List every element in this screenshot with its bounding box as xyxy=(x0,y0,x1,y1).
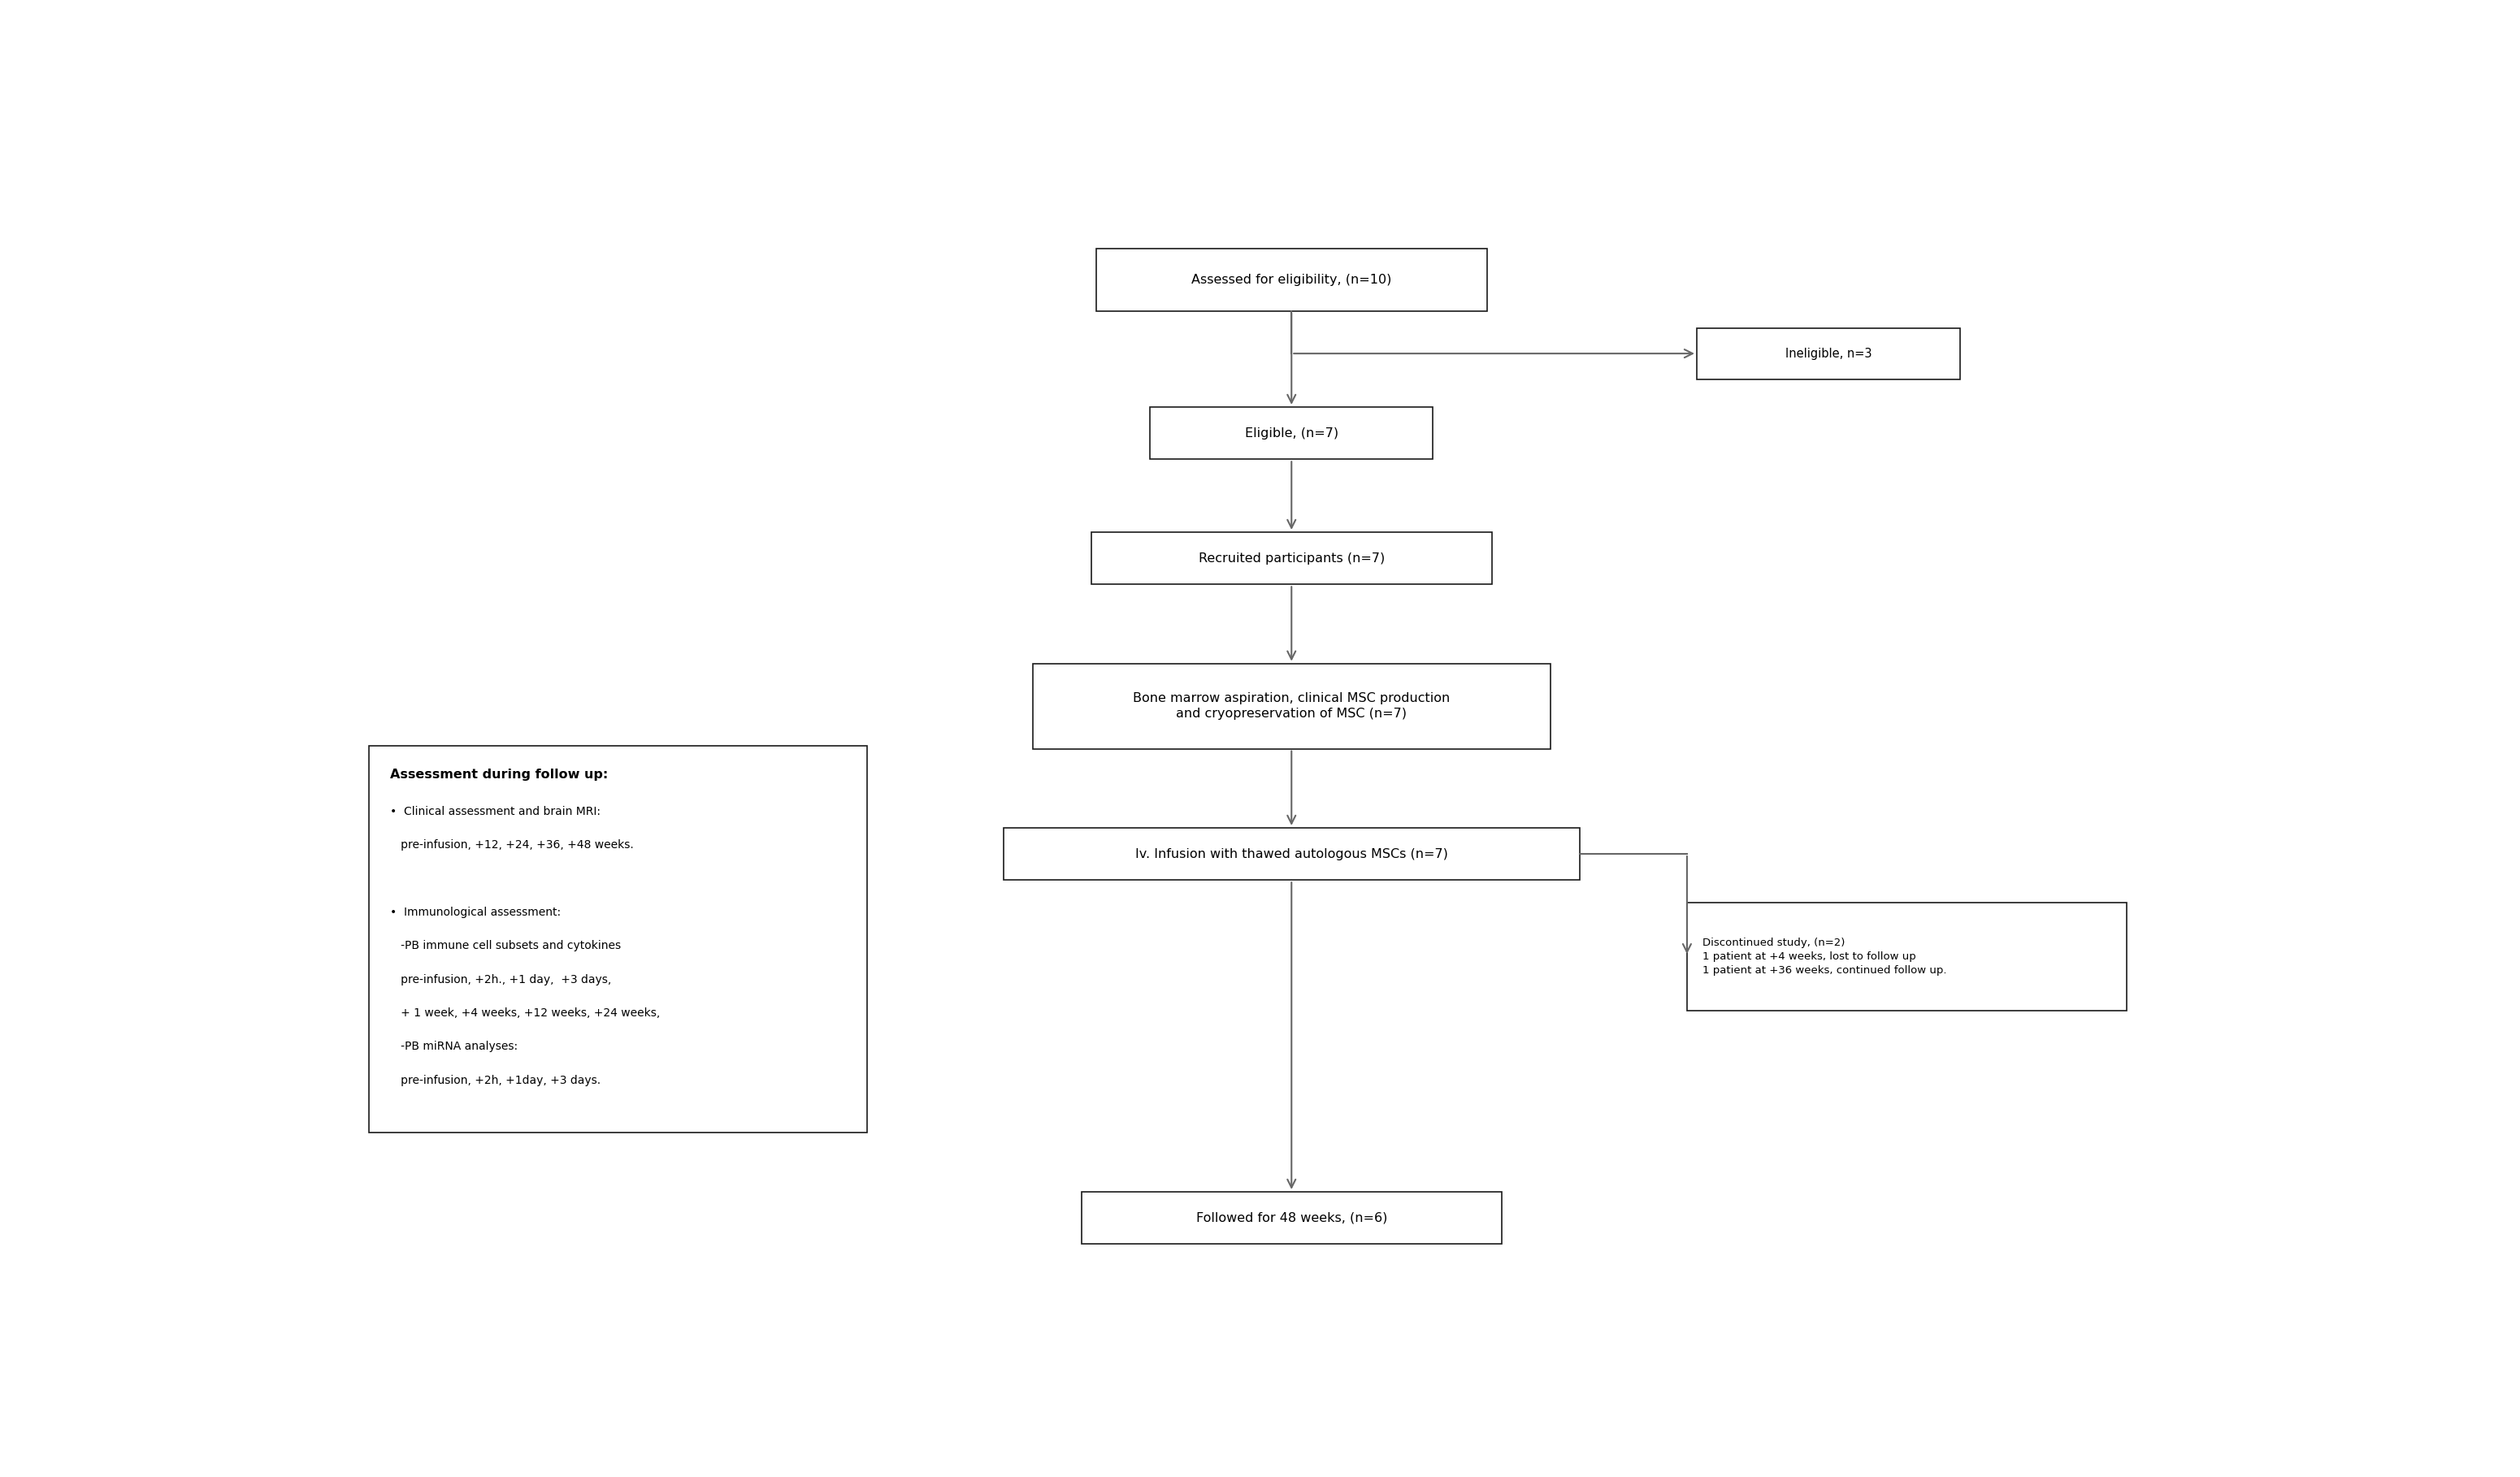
Text: -PB miRNA analyses:: -PB miRNA analyses: xyxy=(391,1041,519,1052)
Bar xyxy=(1003,827,1580,880)
Text: Assessment during follow up:: Assessment during follow up: xyxy=(391,768,607,780)
Text: •  Clinical assessment and brain MRI:: • Clinical assessment and brain MRI: xyxy=(391,805,600,817)
Text: Ineligible, n=3: Ineligible, n=3 xyxy=(1784,347,1872,359)
Bar xyxy=(1081,1192,1502,1244)
Bar xyxy=(368,746,867,1133)
Bar xyxy=(1149,408,1434,459)
Text: Eligible, (n=7): Eligible, (n=7) xyxy=(1245,427,1338,439)
Bar xyxy=(1696,328,1961,380)
Text: Iv. Infusion with thawed autologous MSCs (n=7): Iv. Infusion with thawed autologous MSCs… xyxy=(1134,848,1449,860)
Text: Bone marrow aspiration, clinical MSC production
and cryopreservation of MSC (n=7: Bone marrow aspiration, clinical MSC pro… xyxy=(1134,691,1449,721)
Bar xyxy=(1033,663,1550,749)
Text: pre-infusion, +2h, +1day, +3 days.: pre-infusion, +2h, +1day, +3 days. xyxy=(391,1075,600,1086)
Text: + 1 week, +4 weeks, +12 weeks, +24 weeks,: + 1 week, +4 weeks, +12 weeks, +24 weeks… xyxy=(391,1007,660,1019)
Text: Assessed for eligibility, (n=10): Assessed for eligibility, (n=10) xyxy=(1192,273,1391,285)
Text: -PB immune cell subsets and cytokines: -PB immune cell subsets and cytokines xyxy=(391,941,620,951)
Text: •  Immunological assessment:: • Immunological assessment: xyxy=(391,907,562,917)
Text: Followed for 48 weeks, (n=6): Followed for 48 weeks, (n=6) xyxy=(1197,1211,1386,1224)
Text: pre-infusion, +2h., +1 day,  +3 days,: pre-infusion, +2h., +1 day, +3 days, xyxy=(391,973,612,985)
Bar xyxy=(1091,532,1492,585)
Bar xyxy=(1686,902,2127,1010)
Text: Recruited participants (n=7): Recruited participants (n=7) xyxy=(1200,552,1383,564)
Text: pre-infusion, +12, +24, +36, +48 weeks.: pre-infusion, +12, +24, +36, +48 weeks. xyxy=(391,839,633,851)
Text: Discontinued study, (n=2)
1 patient at +4 weeks, lost to follow up
1 patient at : Discontinued study, (n=2) 1 patient at +… xyxy=(1704,938,1948,975)
Bar xyxy=(1096,248,1487,310)
